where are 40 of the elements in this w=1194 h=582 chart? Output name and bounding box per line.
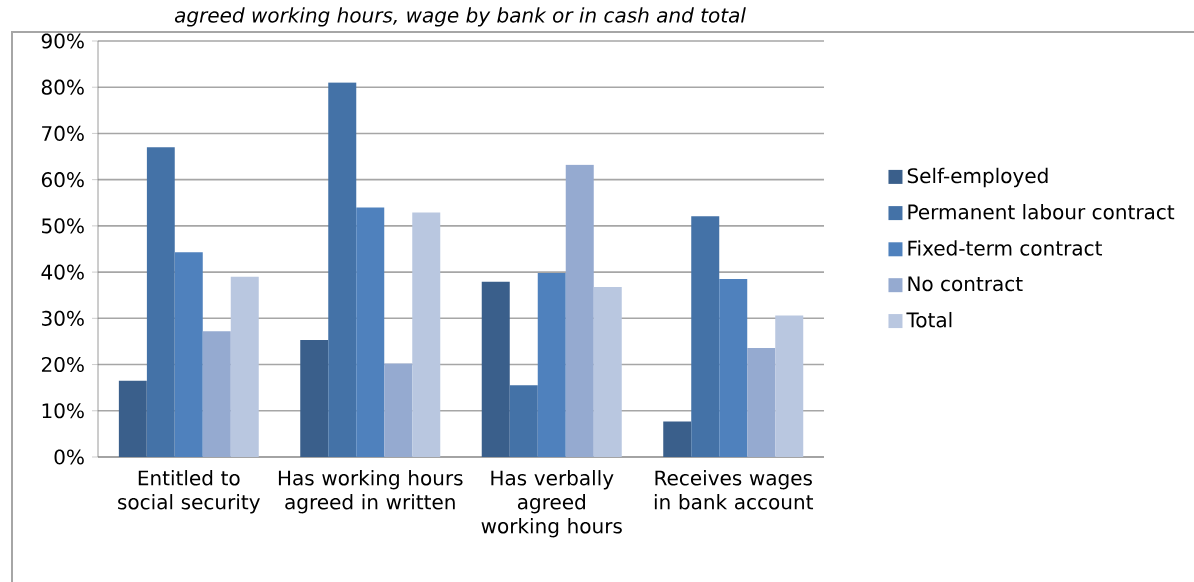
y-tick-label: 30% [42, 310, 84, 326]
legend-label: Total [906, 311, 952, 328]
bar [747, 347, 776, 457]
y-tick-label: 60% [41, 172, 84, 188]
y-tick-label: 70% [42, 125, 84, 141]
y-tick-label: 0% [54, 449, 84, 465]
y-tick-label: 10% [42, 403, 84, 419]
x-tick-label: Has verbally agreed working hours [481, 470, 622, 538]
legend-label: Fixed-term contract [908, 240, 1102, 256]
x-tick-label: Receives wages in bank account [654, 470, 814, 510]
bar [412, 212, 441, 457]
x-tick-label: Entitled to social security [118, 470, 260, 514]
bar [691, 216, 720, 457]
legend-label: No contract [908, 276, 1023, 292]
x-tick-label: Has working hours agreed in written [278, 470, 463, 514]
y-tick-label: 90% [41, 33, 84, 49]
y-tick-label: 20% [41, 356, 84, 373]
bar [230, 276, 259, 457]
bar [565, 164, 594, 457]
bar [719, 279, 748, 457]
legend-label: Permanent labour contract [908, 203, 1175, 220]
y-tick-label: 80% [41, 79, 84, 95]
bar [775, 315, 804, 457]
bar [537, 273, 566, 457]
chart-title: agreed working hours, wage by bank or in cash and total [174, 7, 746, 27]
bar [593, 286, 622, 457]
y-tick-label: 40% [41, 264, 84, 280]
bar [118, 380, 147, 457]
bar [146, 147, 175, 457]
bar [663, 421, 692, 457]
bar [356, 207, 385, 457]
bar [384, 363, 413, 457]
bar [481, 281, 510, 457]
bar [300, 340, 329, 457]
bar [509, 385, 538, 457]
bar [328, 82, 357, 457]
bar [174, 252, 203, 457]
bar [202, 331, 231, 457]
y-tick-label: 50% [42, 218, 84, 234]
legend-label: Self-employed [907, 167, 1048, 188]
